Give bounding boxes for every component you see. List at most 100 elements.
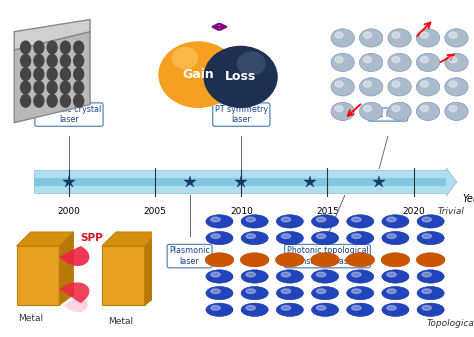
Circle shape [420,81,428,87]
Circle shape [388,78,411,96]
Circle shape [449,105,457,112]
Circle shape [203,46,278,108]
Text: Gain: Gain [182,68,214,81]
Circle shape [317,272,326,277]
Text: Plasmonic
laser: Plasmonic laser [169,246,210,266]
Circle shape [317,289,326,294]
Circle shape [382,286,409,300]
Circle shape [359,78,383,96]
Circle shape [346,253,374,267]
Circle shape [211,306,220,310]
Circle shape [422,306,431,310]
Circle shape [445,78,468,96]
Circle shape [276,232,303,245]
Circle shape [275,253,304,267]
Circle shape [449,57,457,63]
Text: 2005: 2005 [144,207,166,216]
Circle shape [420,105,428,112]
Text: 2010: 2010 [230,207,253,216]
Polygon shape [14,20,90,50]
Circle shape [206,303,233,316]
Text: Topological: Topological [426,319,474,328]
Circle shape [246,289,255,294]
Circle shape [241,303,268,316]
Circle shape [21,41,30,54]
Circle shape [364,81,372,87]
Circle shape [61,94,70,107]
Circle shape [206,270,233,283]
Circle shape [47,41,57,54]
Circle shape [281,272,291,277]
Circle shape [422,217,431,222]
Circle shape [352,217,361,222]
Circle shape [158,41,238,108]
Circle shape [387,306,396,310]
Text: Trivial: Trivial [438,207,465,216]
Circle shape [74,41,83,54]
Circle shape [311,232,338,245]
Circle shape [281,234,291,239]
Text: Photonic topological
insulator laser: Photonic topological insulator laser [287,246,368,266]
Circle shape [416,78,440,96]
Circle shape [382,270,409,283]
Polygon shape [17,246,59,305]
Circle shape [311,270,338,283]
Circle shape [246,306,255,310]
Circle shape [241,270,268,283]
Circle shape [416,53,440,71]
Circle shape [21,81,30,94]
Circle shape [387,272,396,277]
FancyArrow shape [35,178,447,186]
Circle shape [417,270,444,283]
Circle shape [206,215,233,228]
Text: 2020: 2020 [402,207,425,216]
Polygon shape [14,32,90,123]
Circle shape [359,29,383,47]
Circle shape [392,105,400,112]
Circle shape [346,215,374,228]
Text: SPP: SPP [81,234,103,243]
Text: Loss: Loss [225,70,256,83]
Text: BIC laser: BIC laser [370,110,406,119]
Circle shape [445,53,468,71]
Circle shape [34,81,44,94]
Circle shape [346,232,374,245]
Circle shape [449,81,457,87]
Circle shape [420,57,428,63]
Polygon shape [102,232,159,246]
Circle shape [392,32,400,38]
Circle shape [331,29,355,47]
Circle shape [74,55,83,67]
Circle shape [352,234,361,239]
Circle shape [381,253,410,267]
Circle shape [364,57,372,63]
Text: Metal: Metal [108,317,133,326]
Circle shape [311,215,338,228]
Circle shape [34,94,44,107]
Circle shape [61,41,70,54]
Text: Metal: Metal [18,314,44,323]
Circle shape [382,215,409,228]
Circle shape [21,68,30,81]
Circle shape [388,102,411,120]
Circle shape [47,68,57,81]
Circle shape [352,272,361,277]
Circle shape [211,217,220,222]
Circle shape [359,53,383,71]
Circle shape [359,102,383,120]
Circle shape [346,286,374,300]
Circle shape [61,68,70,81]
Circle shape [388,29,411,47]
Circle shape [335,105,343,112]
Circle shape [422,234,431,239]
Circle shape [387,234,396,239]
Circle shape [61,81,70,94]
Circle shape [364,32,372,38]
Polygon shape [102,246,145,305]
Circle shape [246,234,255,239]
Circle shape [416,253,445,267]
Circle shape [61,55,70,67]
Circle shape [241,232,268,245]
Circle shape [335,32,343,38]
Circle shape [331,53,355,71]
